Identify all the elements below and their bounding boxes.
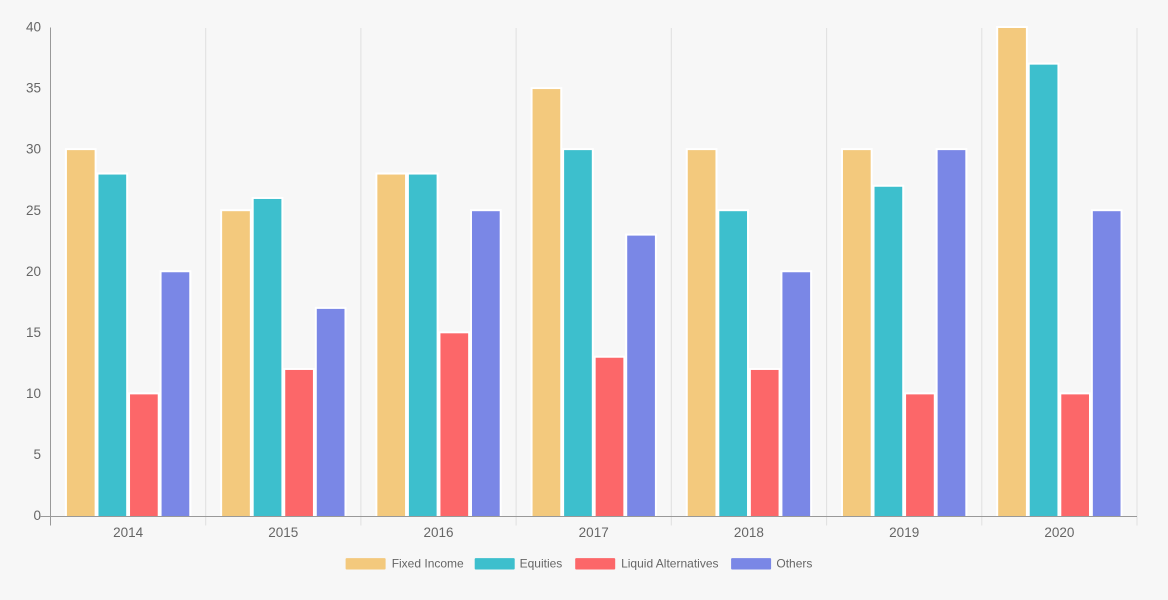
svg-text:Equities: Equities [520,556,563,570]
svg-text:Fixed Income: Fixed Income [392,556,464,570]
svg-text:5: 5 [33,447,41,462]
svg-text:40: 40 [26,20,41,35]
svg-text:15: 15 [26,325,41,340]
svg-text:35: 35 [26,81,41,96]
svg-text:2015: 2015 [268,525,298,540]
svg-text:10: 10 [26,386,41,401]
svg-text:2016: 2016 [423,525,453,540]
svg-text:20: 20 [26,264,41,279]
svg-text:Others: Others [776,556,812,570]
svg-text:2018: 2018 [734,525,764,540]
svg-text:2014: 2014 [113,525,144,540]
svg-text:2019: 2019 [889,525,919,540]
svg-text:Liquid Alternatives: Liquid Alternatives [621,556,718,570]
svg-text:25: 25 [26,203,41,218]
svg-text:2017: 2017 [579,525,609,540]
svg-text:2020: 2020 [1044,525,1074,540]
svg-text:0: 0 [33,508,41,523]
svg-text:30: 30 [26,142,41,157]
